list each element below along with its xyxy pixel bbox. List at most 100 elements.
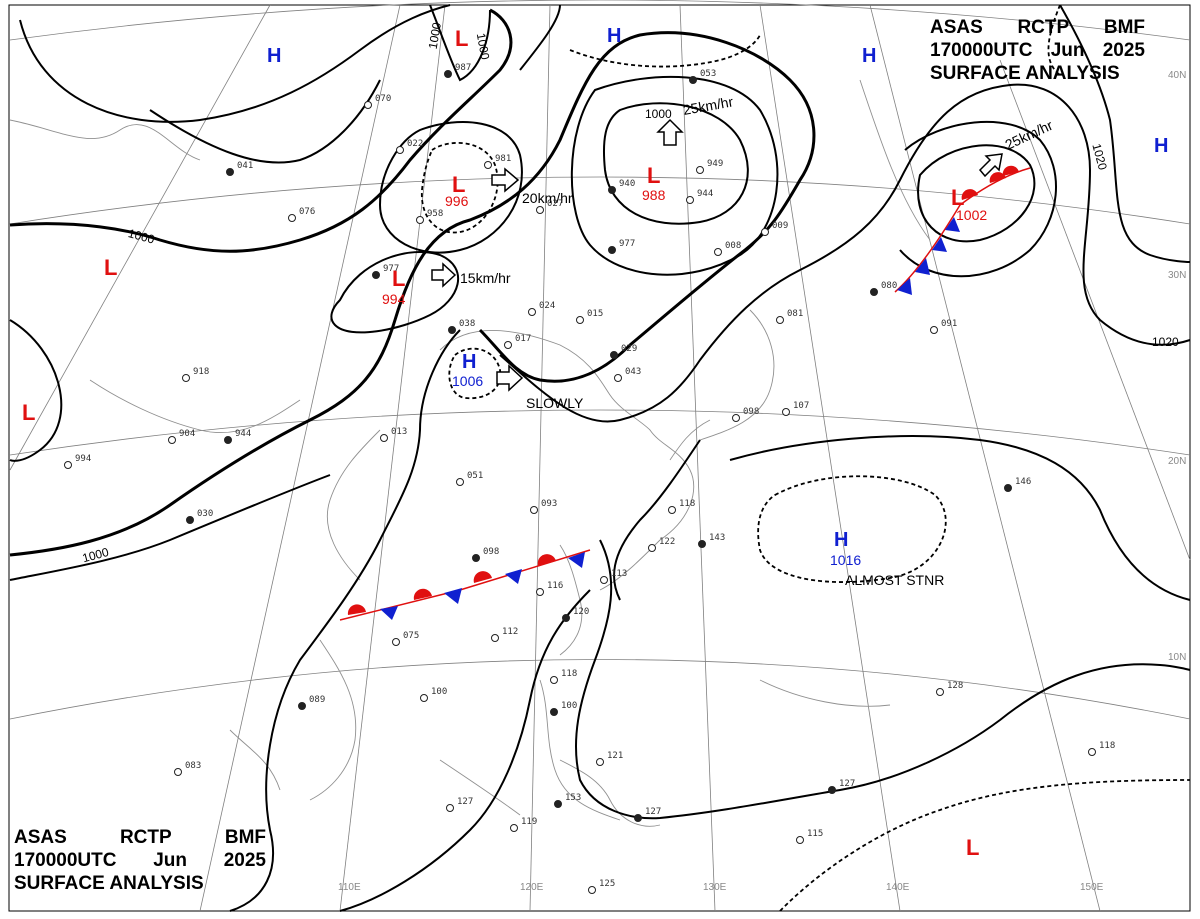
station-circle [396, 146, 404, 154]
header-time: 170000UTC [14, 850, 117, 871]
dashed-isobars [421, 4, 1191, 912]
warm-front-dome [989, 172, 1006, 183]
isobar [330, 251, 460, 334]
lat-label: 40N [1168, 70, 1186, 81]
isobars [9, 4, 1191, 912]
low-symbol: L [951, 185, 964, 210]
warm-front-dome [473, 571, 492, 583]
station-pressure: 015 [587, 309, 603, 319]
isobar [9, 474, 331, 581]
station-pressure: 119 [521, 817, 537, 827]
station-circle [698, 540, 706, 548]
station-circle [689, 76, 697, 84]
motion-arrow [496, 364, 524, 392]
station-circle [298, 702, 306, 710]
station-circle [634, 814, 642, 822]
isobar [339, 589, 591, 912]
station-circle [364, 101, 372, 109]
station-circle [536, 588, 544, 596]
header-month: Jun [1050, 40, 1085, 61]
cold-front-barb [380, 606, 398, 620]
station-pressure: 918 [193, 367, 209, 377]
isobar [499, 83, 1191, 423]
station-pressure: 116 [547, 581, 563, 591]
map-header-top-right: ASAS RCTP BMF 170000UTC Jun 2025 SURFACE… [930, 16, 1145, 85]
station-circle [714, 248, 722, 256]
station-circle [174, 768, 182, 776]
station-circle [776, 316, 784, 324]
motion-label: ALMOST STNR [845, 572, 944, 588]
high-symbol: H [607, 25, 621, 47]
station-circle [186, 516, 194, 524]
isobar [899, 120, 1057, 278]
lon-label: 120E [520, 882, 544, 893]
low-symbol: L [392, 266, 405, 291]
isobar [9, 319, 63, 462]
station-pressure: 093 [541, 499, 557, 509]
station-pressure: 118 [1099, 741, 1115, 751]
station-circle [610, 351, 618, 359]
station-pressure: 143 [709, 533, 725, 543]
isobar [519, 4, 561, 71]
header-agency: RCTP [119, 827, 172, 848]
station-pressure: 017 [515, 334, 531, 344]
header-agency: RCTP [1017, 17, 1070, 38]
station-pressure: 118 [679, 499, 695, 509]
lat-labels: 40N 30N 20N 10N [1168, 70, 1186, 663]
station-circle [484, 161, 492, 169]
station-pressure: 038 [459, 319, 475, 329]
station-circle [372, 271, 380, 279]
isobar [613, 439, 701, 601]
station-pressure: 024 [539, 301, 555, 311]
header-time: 170000UTC [930, 40, 1033, 61]
station-pressure: 113 [611, 569, 627, 579]
high-symbol: H [1154, 135, 1168, 157]
station-circle [226, 168, 234, 176]
isobar-1000-main [9, 31, 816, 557]
station-circle [930, 326, 938, 334]
station-circle [456, 478, 464, 486]
cold-front-barb [945, 217, 960, 232]
station-circle [504, 341, 512, 349]
low-symbol: L [104, 255, 117, 280]
station-circle [472, 554, 480, 562]
motion-arrow [978, 153, 1003, 178]
isobar [602, 102, 749, 225]
station-pressure: 100 [431, 687, 447, 697]
cold-front-barb [915, 258, 930, 275]
station-pressure: 027 [547, 199, 563, 209]
low-value: 1002 [956, 207, 987, 223]
isobar-label: 1000 [127, 226, 157, 247]
lat-label: 20N [1168, 456, 1186, 467]
station-pressure: 120 [573, 607, 589, 617]
station-circle [491, 634, 499, 642]
station-pressure: 100 [561, 701, 577, 711]
station-pressure: 029 [621, 344, 637, 354]
station-plots: 987 070 022 041 076 958 977 981 027 940 949 944 977 0… [64, 63, 1115, 894]
station-circle [288, 214, 296, 222]
station-circle [448, 326, 456, 334]
isobar [378, 121, 523, 254]
station-circle [608, 246, 616, 254]
front-north [894, 165, 1031, 295]
station-pressure: 051 [467, 471, 483, 481]
warm-front-dome [1002, 165, 1019, 176]
station-pressure: 977 [619, 239, 635, 249]
isobar [19, 4, 451, 123]
motion-label: 20km/hr [522, 190, 573, 206]
station-pressure: 089 [309, 695, 325, 705]
station-circle [614, 374, 622, 382]
station-circle [668, 506, 676, 514]
station-circle [182, 374, 190, 382]
station-circle [550, 676, 558, 684]
station-circle [444, 70, 452, 78]
motion-label: 15km/hr [460, 270, 511, 286]
header-agency: ASAS [14, 827, 67, 848]
isobar [429, 4, 491, 82]
station-circle [168, 436, 176, 444]
station-pressure: 115 [807, 829, 823, 839]
station-pressure: 127 [839, 779, 855, 789]
station-pressure: 122 [659, 537, 675, 547]
station-circle [392, 638, 400, 646]
cold-front-barb [505, 569, 522, 584]
